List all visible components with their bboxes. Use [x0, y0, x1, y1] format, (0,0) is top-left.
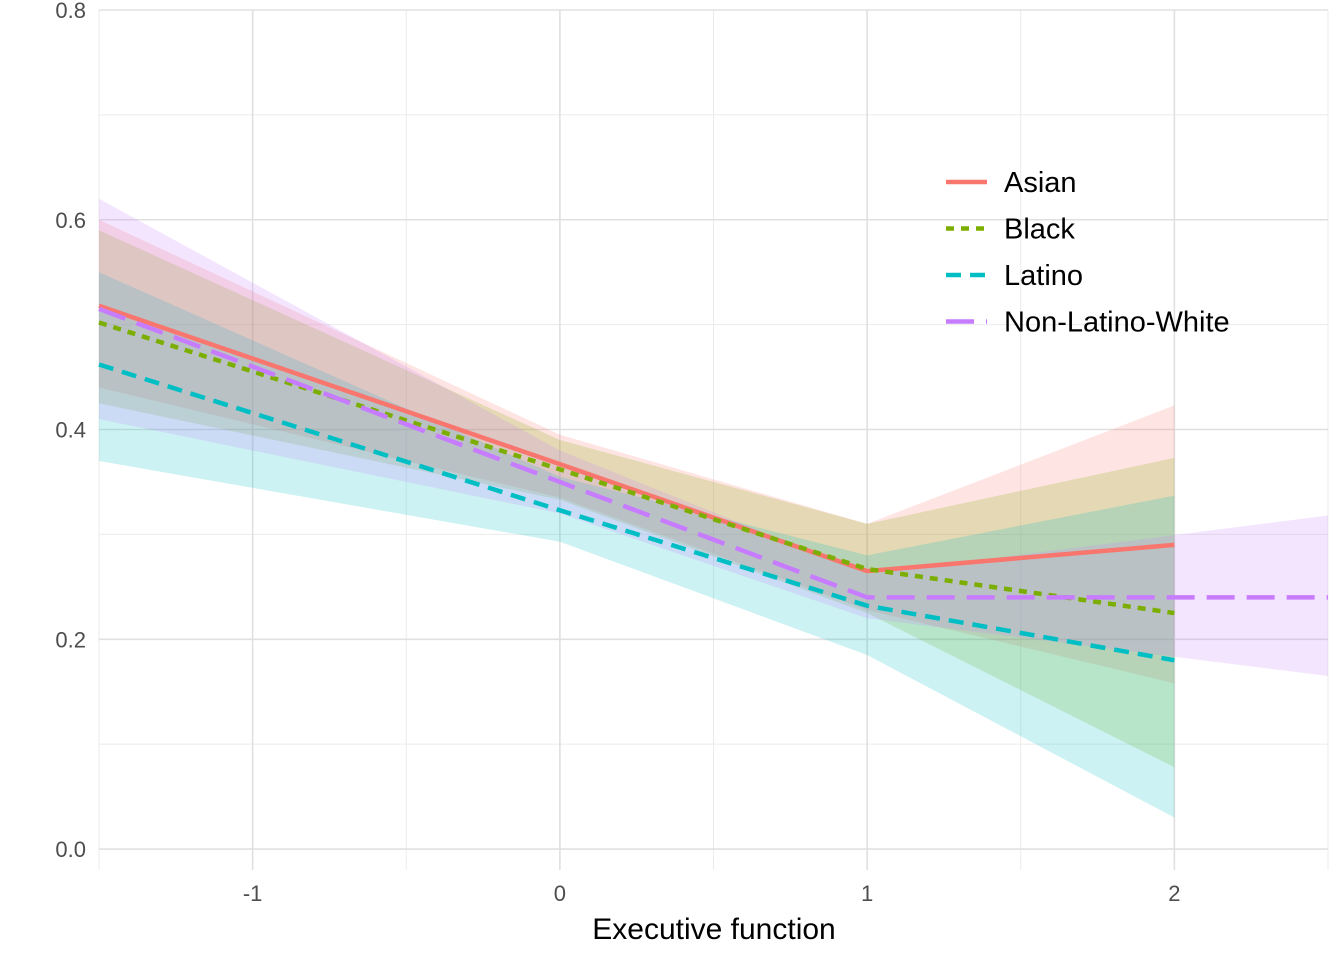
series-lines: [98, 303, 1328, 663]
major-gridlines: [99, 9, 1328, 870]
line-latino: [98, 362, 1175, 663]
y-tick-label: 0.2: [55, 627, 86, 652]
line-asian: [98, 303, 1175, 574]
x-tick-label: 1: [861, 881, 873, 906]
y-tick-label: 0.4: [55, 418, 86, 443]
legend: Asian Black Latino Non-Latino-White: [946, 167, 1230, 339]
x-tick-label: 2: [1168, 881, 1180, 906]
y-tick-label: 0.8: [55, 0, 86, 23]
legend-label: Black: [1004, 214, 1075, 246]
x-tick-label: 0: [554, 881, 566, 906]
y-tick-label: 0.0: [55, 837, 86, 862]
x-axis-tick-labels: -1 0 1 2: [243, 881, 1181, 906]
legend-label: Asian: [1004, 167, 1077, 199]
ribbon-black: [99, 230, 1175, 768]
y-axis-tick-labels: 0.0 0.2 0.4 0.6 0.8: [55, 0, 86, 862]
y-tick-label: 0.6: [55, 208, 86, 233]
line-non-latino-white: [98, 306, 1328, 600]
legend-label: Non-Latino-White: [1004, 307, 1230, 339]
x-axis-title: Executive function: [592, 913, 835, 946]
legend-label: Latino: [1004, 260, 1083, 292]
x-tick-label: -1: [243, 881, 263, 906]
minor-gridlines: [98, 10, 1329, 870]
